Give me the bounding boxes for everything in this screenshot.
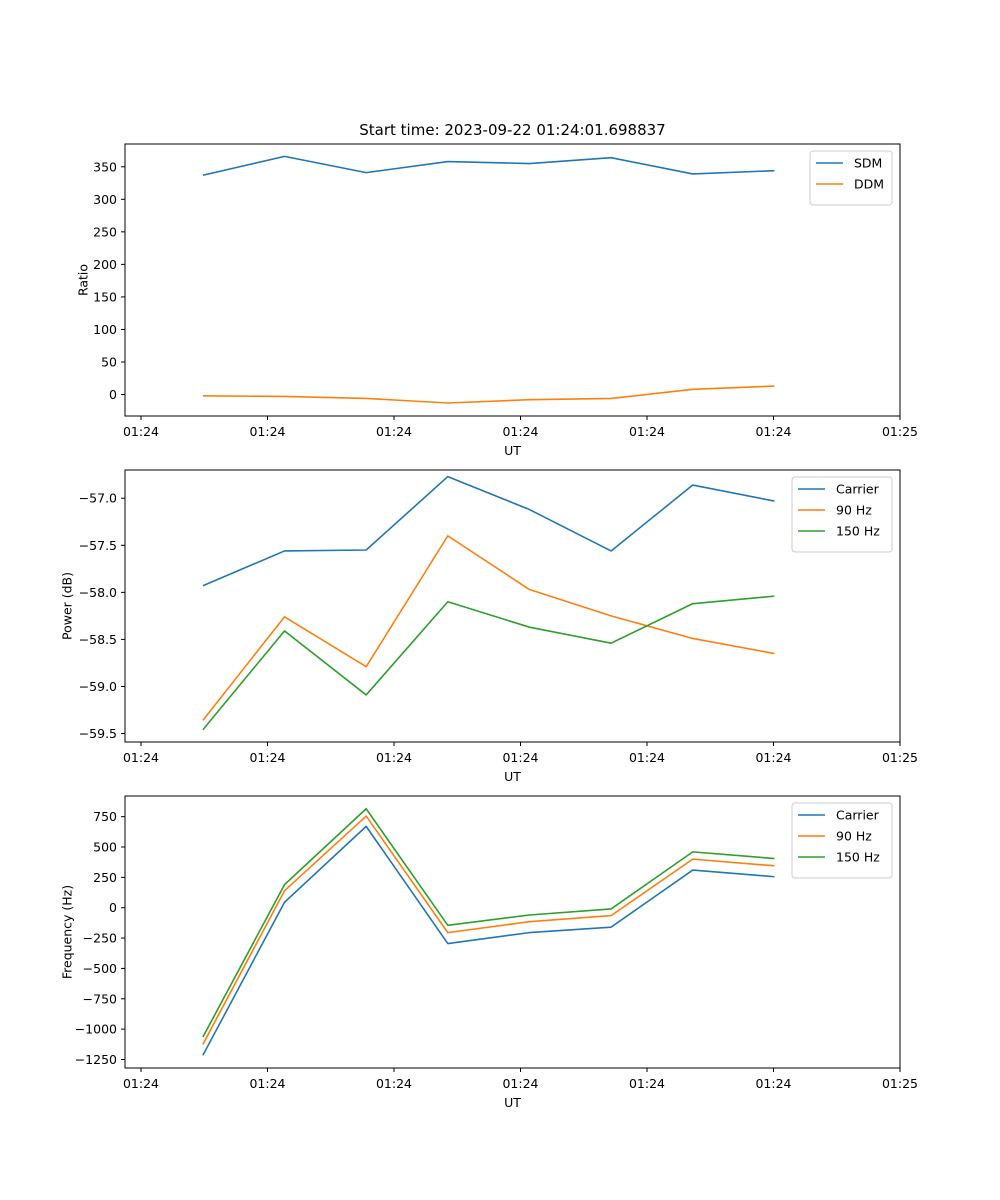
- chart3-ytick-label: 750: [93, 809, 117, 824]
- chart1-xtick-label: 01:24: [376, 424, 412, 439]
- chart1-ytick-label: 100: [93, 322, 117, 337]
- chart3-xlabel: UT: [504, 1095, 521, 1110]
- chart2-frame: [124, 469, 901, 743]
- chart1-series-sdm: [202, 155, 775, 177]
- chart1-ytick-label: 350: [93, 159, 117, 174]
- chart3-ytick-label: −1250: [75, 1052, 117, 1067]
- chart2-legend-box: [791, 476, 893, 553]
- chart3-frame: [124, 795, 901, 1069]
- chart1-ytick-label: 250: [93, 224, 117, 239]
- chart1-ytick-label: 200: [93, 257, 117, 272]
- chart3-xtick-label: 01:24: [755, 1076, 791, 1091]
- chart1-xlabel: UT: [504, 443, 521, 458]
- chart1-xtick-label: 01:24: [755, 424, 791, 439]
- chart2-ytick-label: −57.0: [79, 491, 117, 506]
- chart1-ytick-label: 300: [93, 192, 117, 207]
- chart2-axes: 01:24 01:24 01:24 01:24 01:24 01:24 01:25 −59.5…: [60, 469, 918, 784]
- chart2-xtick-label: 01:24: [249, 750, 285, 765]
- chart3-ytick-label: −750: [83, 991, 117, 1006]
- chart2-legend-label: 90 Hz: [836, 503, 872, 518]
- chart1-legend: SDM DDM: [809, 150, 893, 206]
- plots-container: 01:24 01:24 01:24 01:24 01:24 01:24 01:25 0 50 10…: [60, 143, 918, 1110]
- chart1-ylabel: Ratio: [75, 264, 90, 296]
- chart2-xtick-label: 01:24: [123, 750, 159, 765]
- chart3-series-90-hz: [202, 815, 775, 1045]
- chart2-series-150-hz: [202, 595, 775, 731]
- chart2-xtick-label: 01:24: [502, 750, 538, 765]
- chart2-ytick-label: −57.5: [79, 538, 117, 553]
- chart3-axes: 01:24 01:24 01:24 01:24 01:24 01:24 01:25 −1250…: [60, 795, 918, 1110]
- chart3-ytick-label: −1000: [75, 1022, 117, 1037]
- chart3-xtick-label: 01:24: [502, 1076, 538, 1091]
- chart3-ytick-label: −250: [83, 931, 117, 946]
- chart3-xtick-label: 01:25: [882, 1076, 918, 1091]
- chart1-series-ddm: [202, 385, 775, 404]
- chart3-ytick-label: 500: [93, 840, 117, 855]
- chart3-legend-label: 150 Hz: [836, 850, 880, 865]
- chart3-legend: Carrier 90 Hz 150 Hz: [791, 802, 893, 879]
- chart2-ytick-label: −59.5: [79, 726, 117, 741]
- chart1-legend-label: DDM: [854, 177, 884, 192]
- chart1-xtick-label: 01:24: [629, 424, 665, 439]
- chart3-series-150-hz: [202, 807, 775, 1038]
- chart2-ytick-label: −59.0: [79, 679, 117, 694]
- chart1-legend-label: SDM: [854, 156, 882, 171]
- chart2-xlabel: UT: [504, 769, 521, 784]
- chart3-ylabel: Frequency (Hz): [60, 885, 75, 979]
- chart3-ytick-label: 250: [93, 870, 117, 885]
- chart2-xtick-label: 01:24: [755, 750, 791, 765]
- chart3-xtick-label: 01:24: [249, 1076, 285, 1091]
- chart3-xtick-label: 01:24: [123, 1076, 159, 1091]
- chart2-ylabel: Power (dB): [60, 572, 75, 640]
- chart1-ytick-label: 150: [93, 289, 117, 304]
- chart3-ytick-label: 0: [109, 900, 117, 915]
- figure-title: Start time: 2023-09-22 01:24:01.698837: [359, 121, 665, 139]
- chart3-legend-label: 90 Hz: [836, 829, 872, 844]
- chart1-xtick-label: 01:24: [502, 424, 538, 439]
- chart1-xtick-label: 01:25: [882, 424, 918, 439]
- chart2-series-90-hz: [202, 535, 775, 721]
- chart2-ytick-label: −58.0: [79, 585, 117, 600]
- chart3-xtick-label: 01:24: [629, 1076, 665, 1091]
- chart2-legend-label: Carrier: [836, 482, 880, 497]
- chart3-xtick-label: 01:24: [376, 1076, 412, 1091]
- chart1-ytick-label: 50: [101, 354, 117, 369]
- chart2-legend-label: 150 Hz: [836, 524, 880, 539]
- chart3-series-carrier: [202, 825, 775, 1056]
- chart2-xtick-label: 01:24: [629, 750, 665, 765]
- chart3-legend-label: Carrier: [836, 808, 880, 823]
- chart2-series-carrier: [202, 475, 775, 587]
- chart2-legend: Carrier 90 Hz 150 Hz: [791, 476, 893, 553]
- chart1-xtick-label: 01:24: [123, 424, 159, 439]
- chart2-ytick-label: −58.5: [79, 632, 117, 647]
- chart3-ytick-label: −500: [83, 961, 117, 976]
- chart1-xtick-label: 01:24: [249, 424, 285, 439]
- chart1-axes: 01:24 01:24 01:24 01:24 01:24 01:24 01:25 0 50 10…: [75, 143, 918, 458]
- chart2-xtick-label: 01:25: [882, 750, 918, 765]
- chart1-frame: [124, 143, 901, 417]
- chart1-ytick-label: 0: [109, 387, 117, 402]
- chart3-legend-box: [791, 802, 893, 879]
- chart2-xtick-label: 01:24: [376, 750, 412, 765]
- chart1-legend-box: [809, 150, 893, 206]
